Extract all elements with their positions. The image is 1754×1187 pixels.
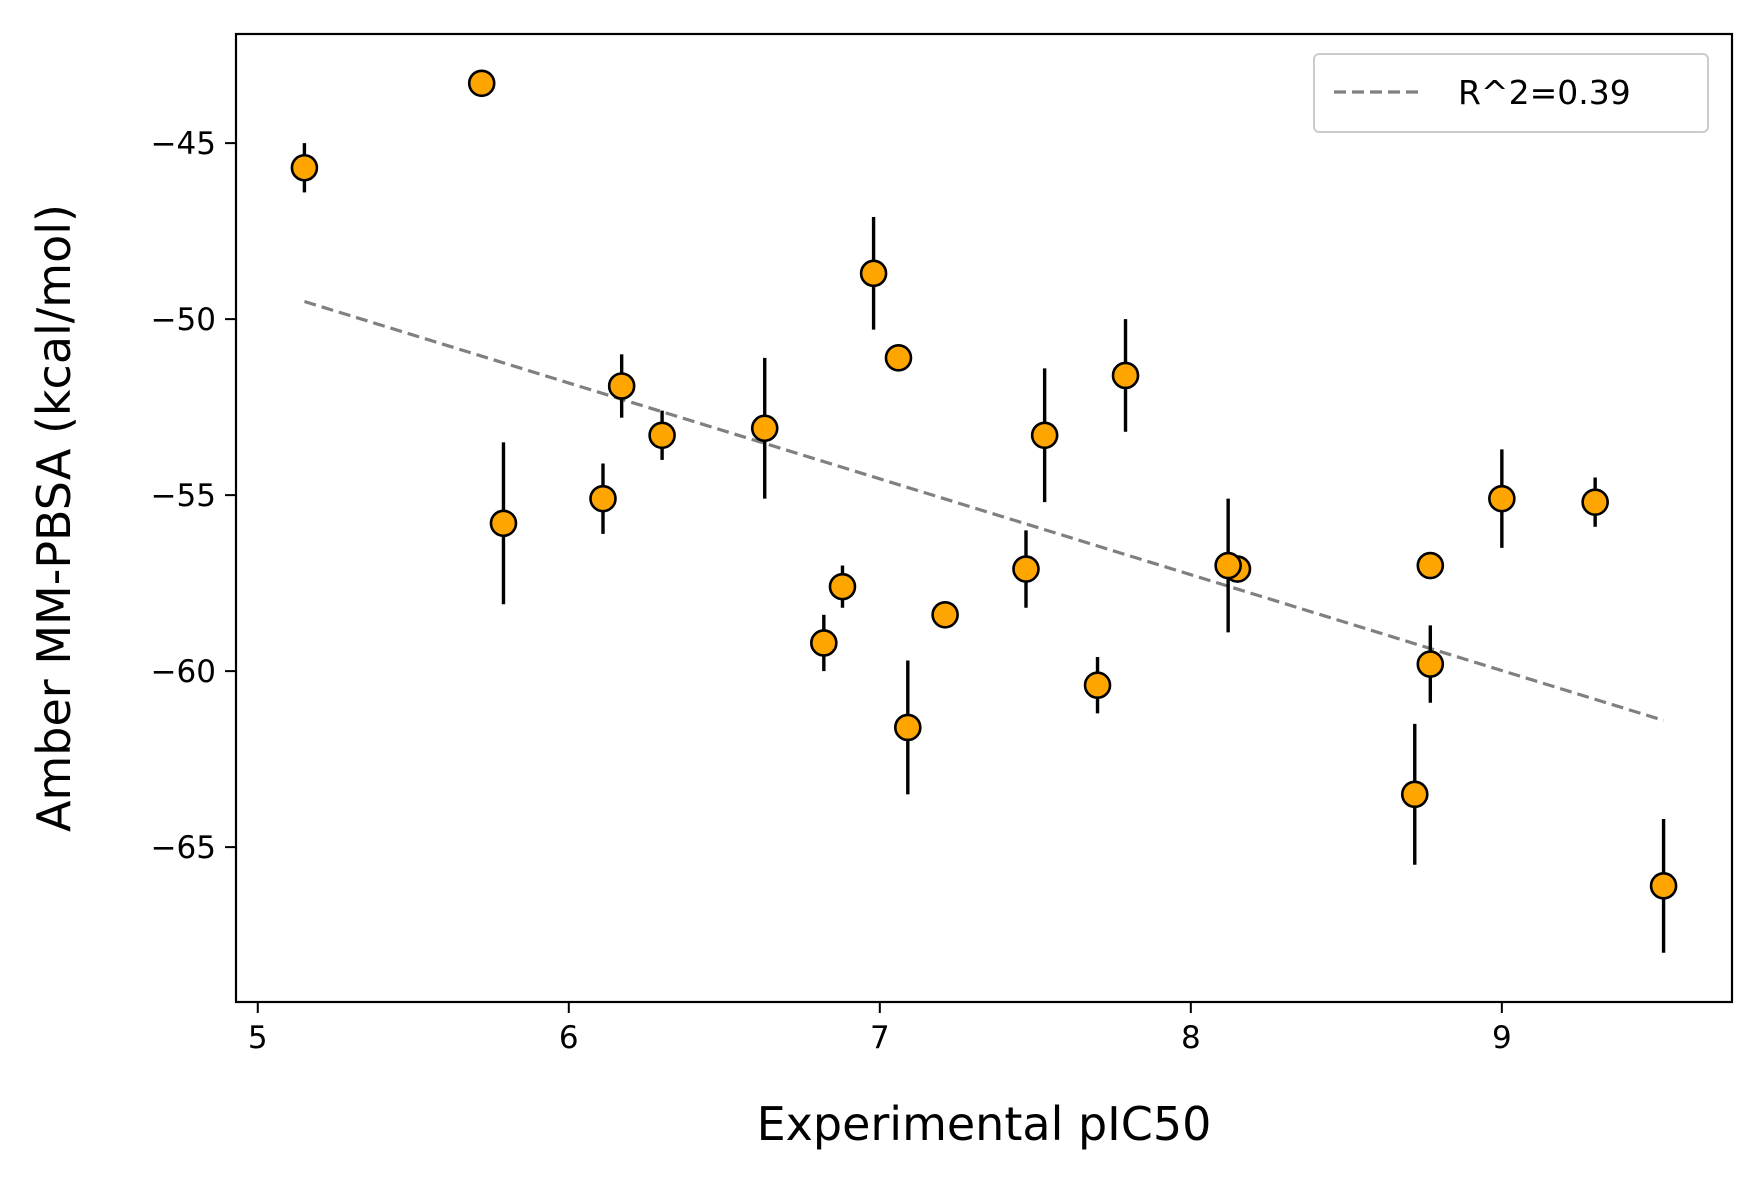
data-point (1113, 363, 1138, 388)
data-point (830, 574, 855, 599)
x-tick-label: 5 (248, 1020, 268, 1056)
y-tick-label: −55 (151, 478, 216, 514)
x-axis-title: Experimental pIC50 (757, 1097, 1212, 1151)
legend-label: R^2=0.39 (1458, 73, 1631, 112)
data-point (752, 416, 777, 441)
y-tick-label: −45 (151, 126, 216, 162)
data-point (650, 423, 675, 448)
data-point (1216, 553, 1241, 578)
data-point (861, 261, 886, 286)
y-axis-title: Amber MM-PBSA (kcal/mol) (27, 204, 81, 832)
data-point (609, 374, 634, 399)
data-point (1402, 782, 1427, 807)
data-point (1418, 553, 1443, 578)
data-point (886, 345, 911, 370)
x-tick-label: 7 (870, 1020, 890, 1056)
data-point (811, 630, 836, 655)
data-point (933, 602, 958, 627)
data-point (1583, 490, 1608, 515)
data-point (1032, 423, 1057, 448)
data-point (469, 71, 494, 96)
data-point (1651, 873, 1676, 898)
legend: R^2=0.39 (1314, 54, 1708, 132)
x-tick-label: 8 (1181, 1020, 1201, 1056)
data-point (1085, 673, 1110, 698)
y-tick-label: −50 (151, 302, 216, 338)
data-point (895, 715, 920, 740)
data-point (591, 486, 616, 511)
data-point (292, 155, 317, 180)
data-point (1013, 557, 1038, 582)
x-tick-label: 9 (1492, 1020, 1512, 1056)
y-tick-label: −65 (151, 830, 216, 866)
y-tick-label: −60 (151, 654, 216, 690)
data-point (1418, 652, 1443, 677)
data-point (491, 511, 516, 536)
x-tick-label: 6 (559, 1020, 579, 1056)
data-point (1489, 486, 1514, 511)
